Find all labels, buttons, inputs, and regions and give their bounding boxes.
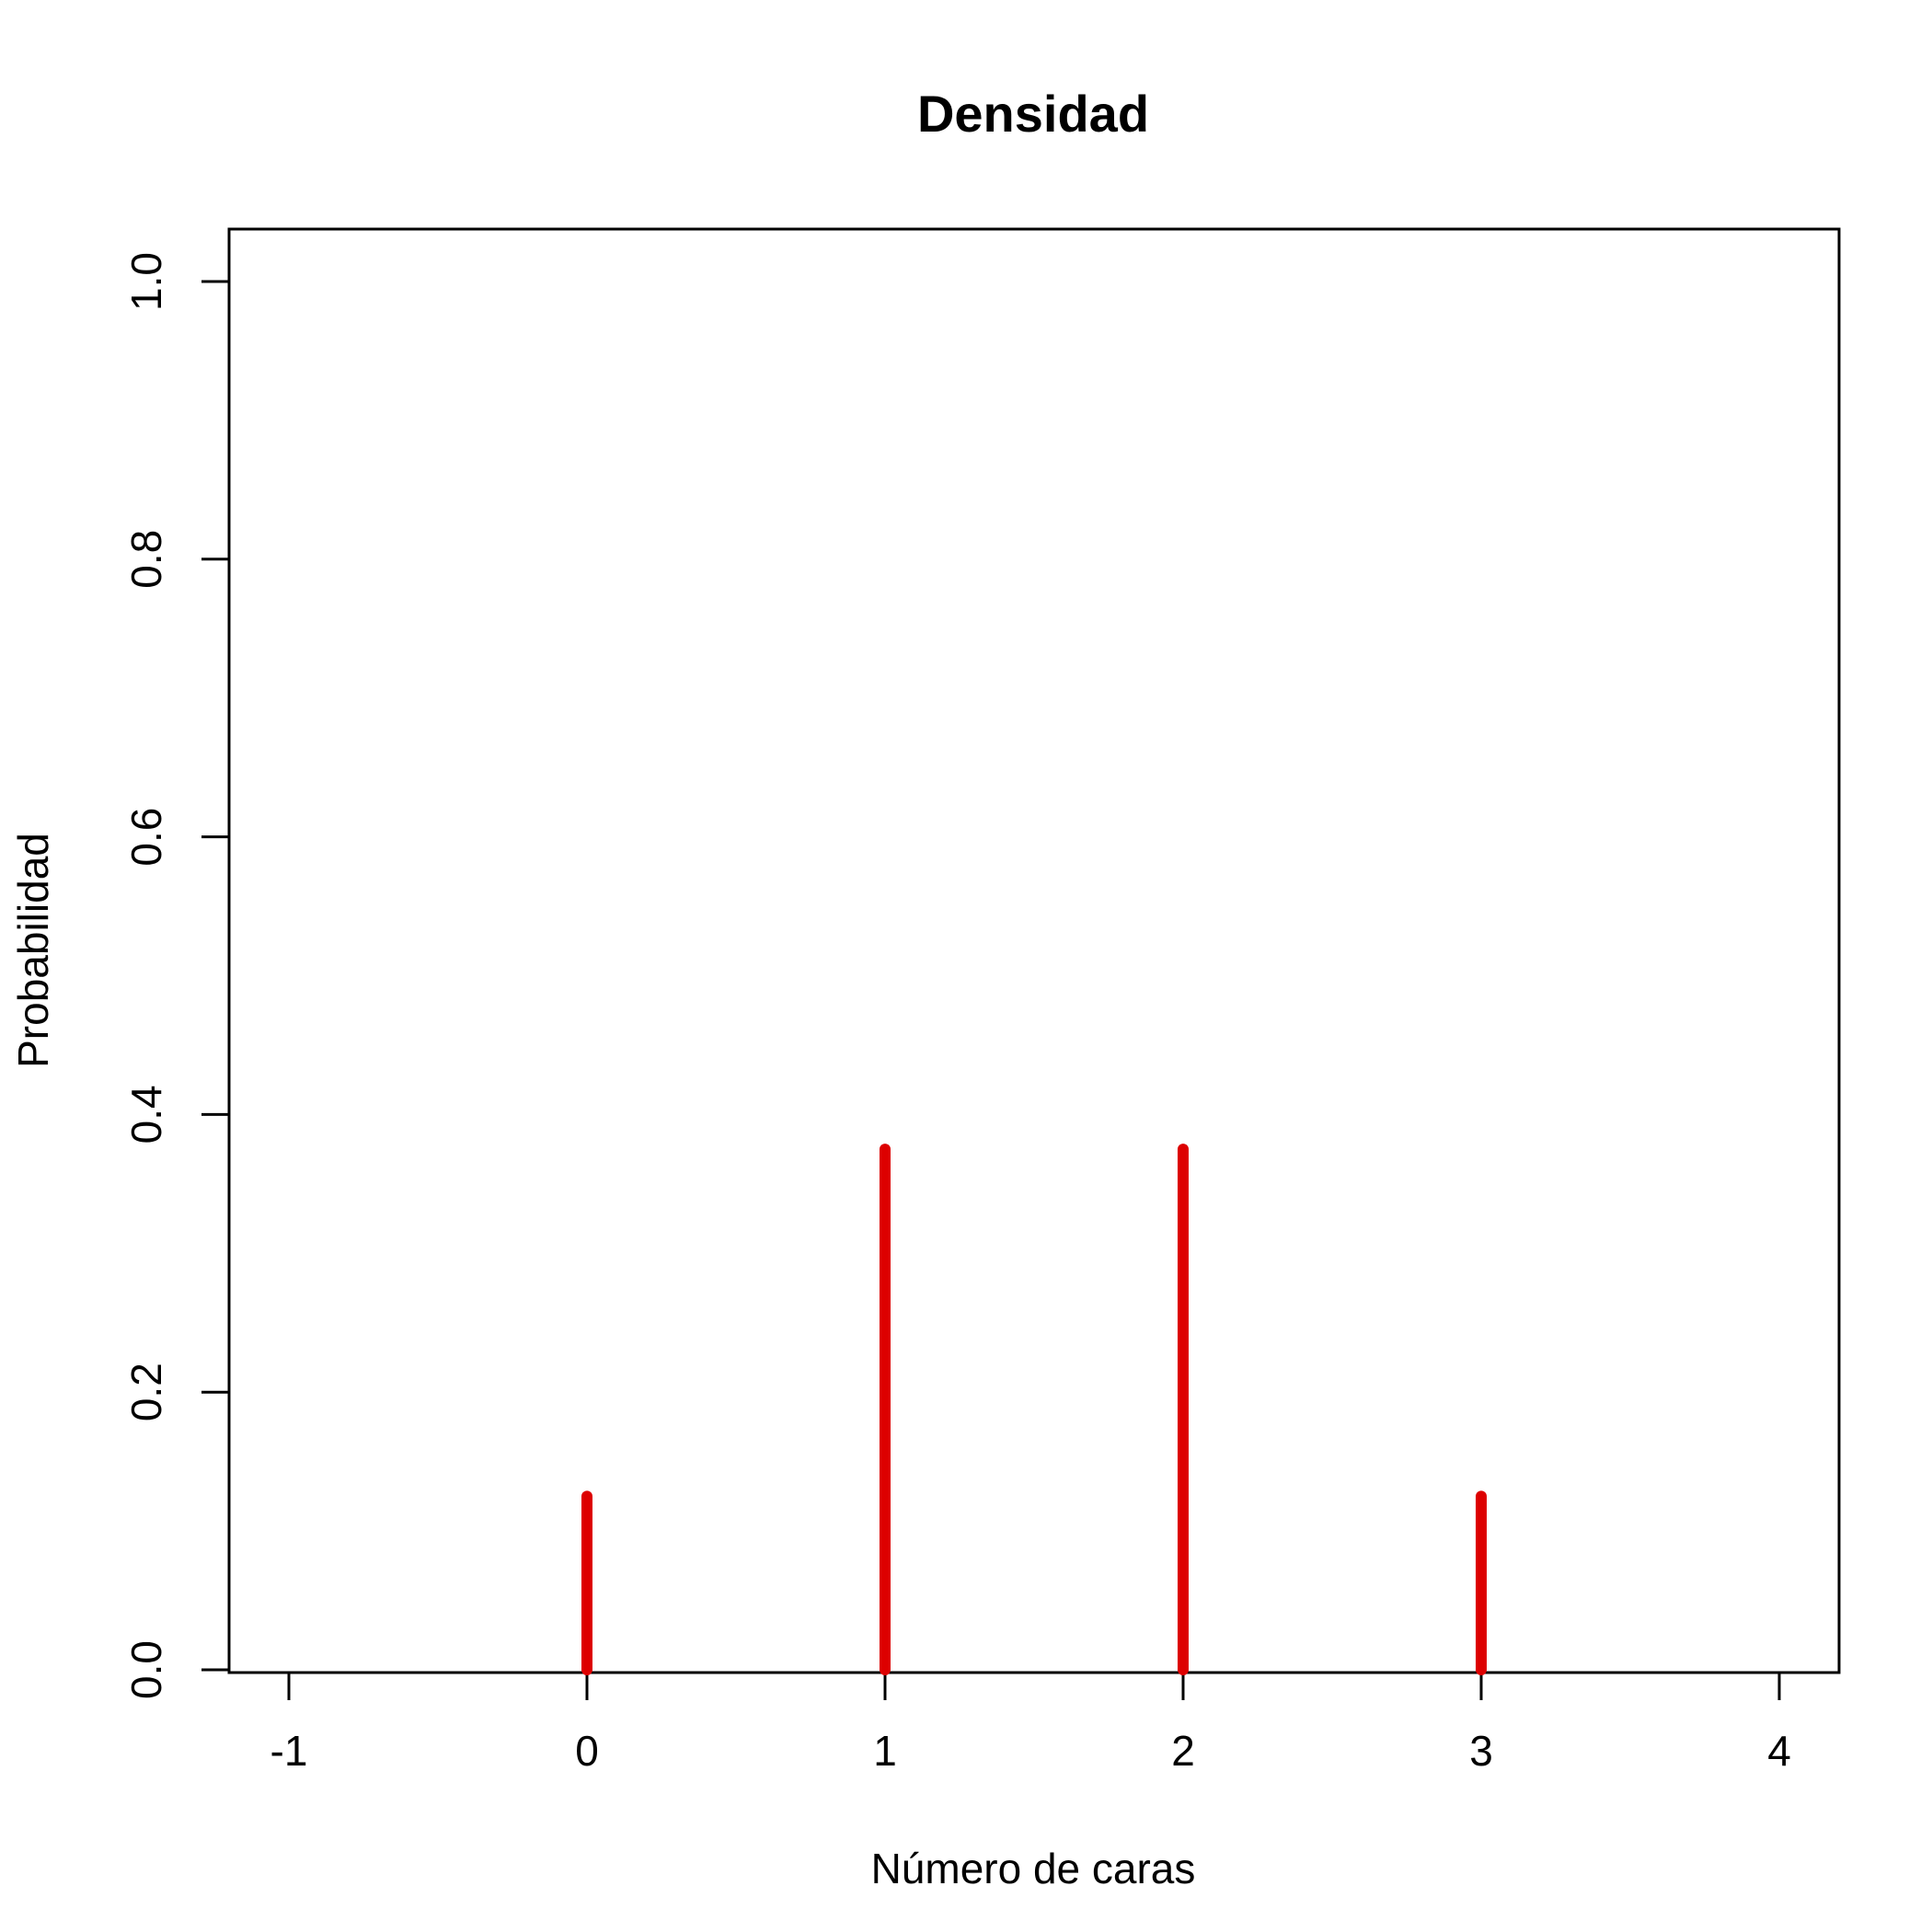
- chart-title: Densidad: [917, 85, 1149, 143]
- y-tick-label: 0.4: [122, 1085, 170, 1144]
- x-tick-label: 0: [575, 1727, 599, 1775]
- y-tick-label: 1.0: [122, 252, 170, 311]
- y-axis: 0.0 0.2 0.4 0.6 0.8 1.0: [122, 252, 231, 1699]
- x-tick-label: 2: [1171, 1727, 1195, 1775]
- y-tick-label: 0.2: [122, 1363, 170, 1421]
- data-lines: [581, 1144, 1487, 1675]
- x-axis-label: Número de caras: [871, 1845, 1196, 1892]
- y-tick-label: 0.6: [122, 808, 170, 867]
- y-tick-label: 0.8: [122, 530, 170, 589]
- x-tick-label: 1: [873, 1727, 897, 1775]
- x-tick-label: 4: [1767, 1727, 1791, 1775]
- y-tick-label: 0.0: [122, 1640, 170, 1699]
- y-axis-label: Probabilidad: [9, 833, 57, 1068]
- x-tick-label: -1: [270, 1727, 308, 1775]
- x-tick-label: 3: [1469, 1727, 1493, 1775]
- x-axis: -1 0 1 2 3 4: [270, 1671, 1791, 1775]
